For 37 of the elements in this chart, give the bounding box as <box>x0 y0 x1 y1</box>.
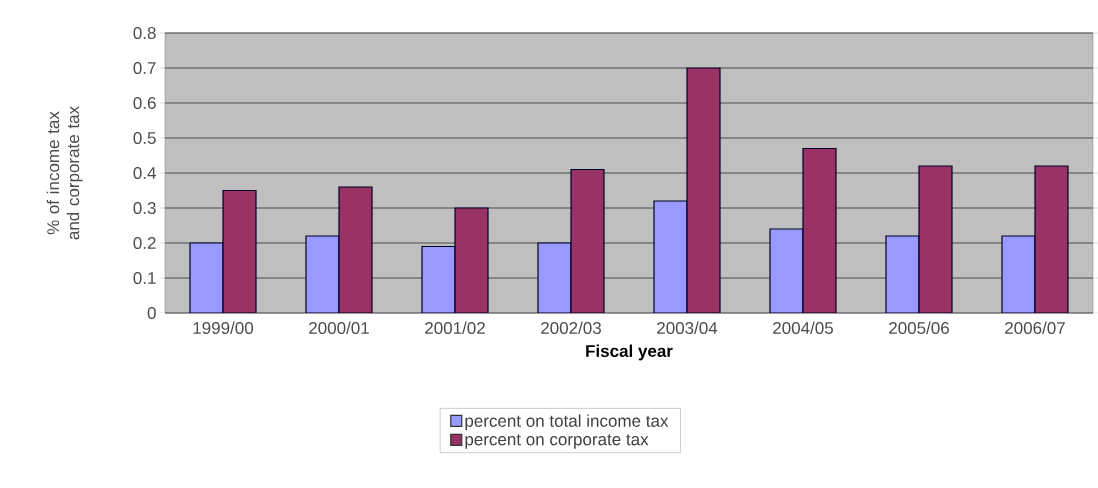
y-tick-label: 0.6 <box>133 96 156 110</box>
bar <box>421 245 456 313</box>
bar <box>1034 165 1069 313</box>
bar <box>537 242 572 313</box>
y-tick-label: 0.3 <box>133 201 156 215</box>
y-tick-label: 0 <box>147 306 156 320</box>
x-tick-label: 2000/01 <box>309 321 369 335</box>
y-tick-label: 0.2 <box>133 236 156 250</box>
bar <box>802 147 837 313</box>
bar <box>570 168 605 313</box>
bar <box>885 235 920 313</box>
y-tick-label: 0.1 <box>133 271 156 285</box>
bar <box>769 228 804 313</box>
bar <box>222 189 257 313</box>
bar <box>454 207 489 313</box>
bar <box>653 200 688 313</box>
y-axis-title: % of income tax and corporate tax <box>46 106 83 240</box>
bar <box>686 67 721 313</box>
bar <box>338 186 373 313</box>
x-axis-title: Fiscal year <box>586 344 673 361</box>
y-tick-label: 0.4 <box>133 166 156 180</box>
x-tick-label: 2003/04 <box>657 321 718 335</box>
bar <box>305 235 340 313</box>
y-tick-label: 0.8 <box>133 26 156 40</box>
bar <box>1001 235 1036 313</box>
x-tick-label: 2005/06 <box>889 321 949 335</box>
y-tick-label: 0.5 <box>133 131 156 145</box>
x-tick-label: 2006/07 <box>1005 321 1065 335</box>
bar <box>189 242 224 313</box>
x-tick-label: 2004/05 <box>773 321 833 335</box>
y-tick-label: 0.7 <box>133 61 156 75</box>
bar <box>918 165 953 313</box>
x-tick-label: 1999/00 <box>193 321 254 335</box>
legend-label: percent on corporate tax <box>465 434 649 449</box>
legend-label: percent on total income tax <box>465 414 669 431</box>
x-tick-label: 2001/02 <box>425 321 485 335</box>
x-tick-label: 2002/03 <box>541 321 601 335</box>
